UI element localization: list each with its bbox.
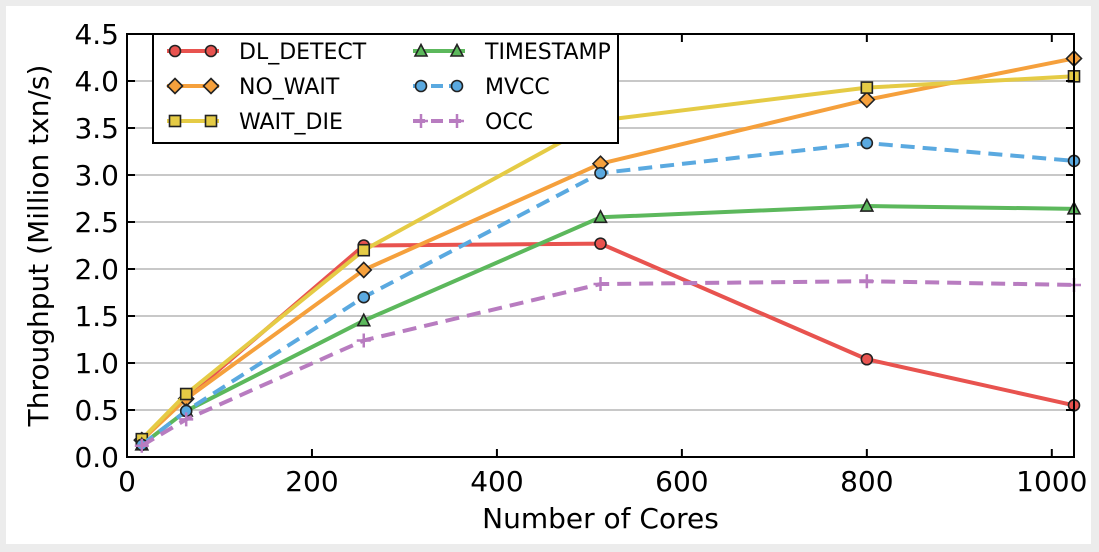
data-point-timestamp (859, 197, 875, 212)
legend-marker-wait-die (204, 114, 218, 128)
legend-marker-dl-detect (168, 44, 182, 58)
legend-marker-occ (450, 114, 464, 128)
data-point-wait-die (357, 243, 371, 257)
legend-entry-dl-detect: DL_DETECT (167, 40, 367, 65)
legend-marker-dl-detect (204, 44, 218, 58)
legend-marker-timestamp (413, 42, 429, 57)
data-point-mvcc (860, 136, 874, 150)
legend-entry-timestamp: TIMESTAMP (413, 40, 611, 65)
legend-marker-no-wait (166, 77, 184, 95)
data-point-occ (134, 438, 149, 453)
x-tick-label: 200 (285, 465, 338, 498)
y-tick-label: 4.5 (74, 18, 119, 51)
legend-marker-no-wait (202, 77, 220, 95)
series-line-timestamp (140, 204, 1075, 447)
line-chart: 0.0 0.5 1.0 1.5 2.0 2.5 3.0 3.5 4.0 4.5 0 200 400 600… (22, 18, 1087, 535)
series-mvcc (135, 136, 1081, 452)
data-point-dl-detect (860, 352, 874, 366)
series-timestamp (134, 197, 1082, 451)
data-point-occ (179, 412, 194, 427)
series-line-wait-die (140, 74, 1075, 441)
legend-label-timestamp: TIMESTAMP (484, 40, 611, 65)
y-tick-label: 3.5 (74, 112, 119, 145)
data-point-occ (859, 274, 874, 289)
x-tick-label: 1000 (1016, 465, 1087, 498)
legend-label-wait-die: WAIT_DIE (239, 110, 343, 135)
y-tick-label: 0.5 (74, 394, 119, 427)
data-point-no-wait (858, 91, 876, 109)
x-tick-label: 800 (840, 465, 893, 498)
data-point-timestamp (593, 209, 608, 224)
data-point-mvcc (594, 166, 607, 180)
y-tick-label: 1.5 (74, 300, 119, 333)
legend-marker-timestamp (449, 42, 465, 57)
series-line-mvcc (140, 141, 1075, 447)
legend-marker-wait-die (168, 114, 182, 128)
legend-marker-mvcc (450, 79, 464, 93)
data-point-no-wait (355, 261, 373, 279)
legend-entry-wait-die: WAIT_DIE (167, 110, 343, 135)
axis-ticks: 0.0 0.5 1.0 1.5 2.0 2.5 3.0 3.5 4.0 4.5 0 200 400 600… (74, 18, 1087, 498)
legend-label-occ: OCC (485, 110, 533, 135)
legend-entry-occ: OCC (413, 110, 533, 135)
figure-frame: 0.0 0.5 1.0 1.5 2.0 2.5 3.0 3.5 4.0 4.5 0 200 400 600… (6, 6, 1091, 544)
y-tick-label: 2.0 (74, 253, 119, 286)
legend: DL_DETECT NO_WAIT WAIT_DIE TIMESTAMP MVCC OCC (152, 33, 619, 144)
data-point-wait-die (860, 81, 874, 94)
y-tick-label: 3.0 (74, 159, 119, 192)
legend-label-no-wait: NO_WAIT (239, 75, 340, 100)
data-point-timestamp (356, 312, 372, 327)
legend-entry-mvcc: MVCC (413, 75, 550, 100)
y-tick-label: 0.0 (74, 441, 119, 474)
y-axis-title: Throughput (Million txn/s) (22, 65, 55, 428)
data-point-dl-detect (594, 237, 607, 250)
legend-entry-no-wait: NO_WAIT (166, 75, 340, 100)
x-tick-label: 0 (118, 465, 136, 498)
data-point-wait-die (179, 387, 193, 401)
legend-label-mvcc: MVCC (485, 75, 550, 100)
legend-marker-occ (414, 114, 428, 128)
legend-marker-mvcc (414, 79, 428, 93)
x-tick-label: 600 (655, 465, 708, 498)
legend-label-dl-detect: DL_DETECT (239, 40, 367, 65)
y-tick-label: 1.0 (74, 347, 119, 380)
y-tick-label: 2.5 (74, 206, 119, 239)
legend-box (152, 33, 619, 144)
data-point-mvcc (357, 290, 371, 304)
y-tick-label: 4.0 (74, 65, 119, 98)
series-line-no-wait (140, 56, 1075, 442)
x-tick-label: 400 (470, 465, 523, 498)
x-axis-title: Number of Cores (482, 502, 719, 535)
data-point-occ (593, 277, 608, 292)
series-layer (133, 49, 1083, 453)
data-point-occ (356, 333, 371, 348)
